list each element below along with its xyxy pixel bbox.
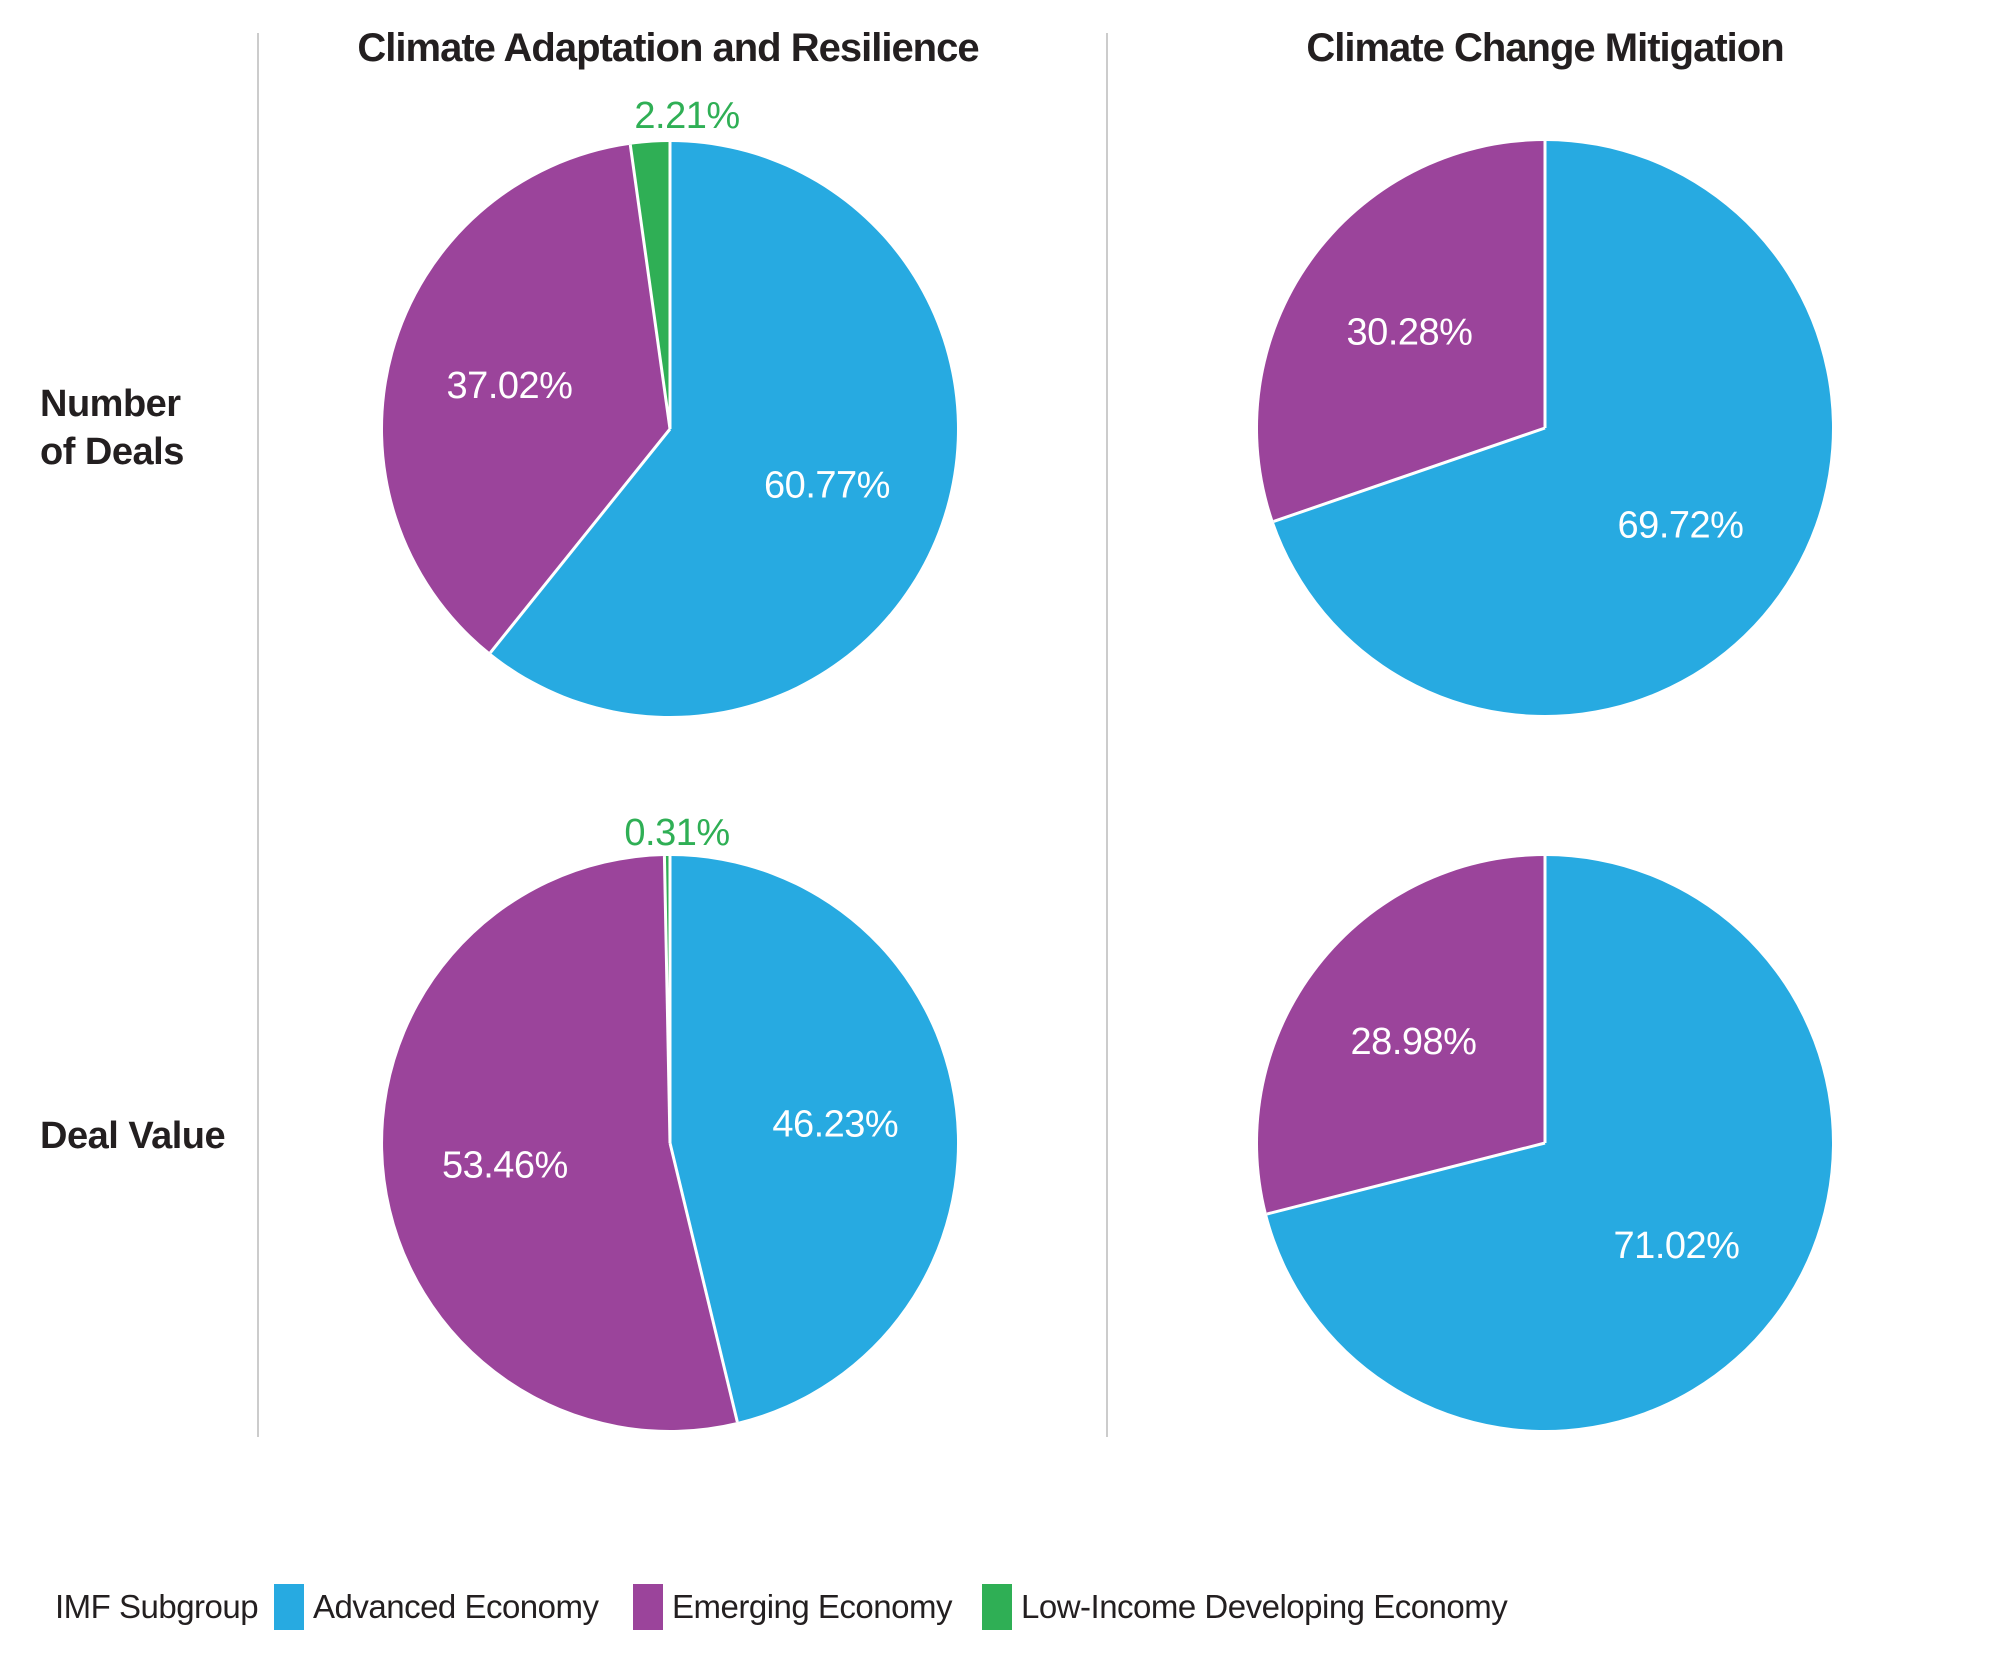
divider-left (257, 33, 259, 1437)
pie-slice-advanced-economy (670, 856, 958, 1422)
pie-slice-label: 37.02% (447, 365, 573, 407)
pie-slice-advanced-economy (1266, 856, 1833, 1430)
slice-boundary (489, 428, 672, 654)
pie-number-of-deals-adaptation: 60.77% 37.02% (382, 142, 957, 716)
slice-boundary (668, 1142, 739, 1423)
pie-slice-label: 46.23% (772, 1103, 898, 1145)
pie-slice-emerging-economy (382, 144, 670, 653)
legend-label: Low-Income Developing Economy (1021, 1588, 1508, 1625)
pie-deal-value-adaptation: 46.23% 53.46% (383, 855, 958, 1430)
column-title-mitigation: Climate Change Mitigation (1306, 26, 1784, 70)
legend-item-low-income-developing-economy: Low-Income Developing Economy (982, 1584, 1508, 1630)
slice-boundary (628, 144, 672, 430)
pie-outside-label-lidc-deal-value: 0.31% (624, 812, 730, 854)
legend-label: Advanced Economy (313, 1588, 599, 1625)
pie-slice-emerging-economy (383, 856, 738, 1430)
legend-item-advanced-economy: Advanced Economy (274, 1584, 599, 1630)
slice-boundary (1273, 426, 1546, 523)
slice-boundary (662, 856, 672, 1144)
divider-middle (1106, 33, 1108, 1437)
pie-slice-label: 53.46% (442, 1144, 568, 1186)
legend-title: IMF Subgroup (55, 1588, 259, 1625)
pie-slice-label: 30.28% (1347, 311, 1473, 353)
slice-boundary (1266, 1141, 1546, 1216)
pie-slice-advanced-economy (1273, 141, 1832, 715)
legend-swatch-low-income-developing-economy-icon (982, 1584, 1012, 1630)
pie-slice-label: 69.72% (1618, 505, 1744, 547)
row-label-number-of-deals: Number of Deals (40, 383, 184, 473)
pie-slice-advanced-economy (490, 142, 957, 716)
pie-slice-label: 71.02% (1614, 1225, 1740, 1267)
pie-slice-label: 60.77% (764, 464, 890, 506)
pie-slice-label: 28.98% (1351, 1021, 1477, 1063)
legend-swatch-emerging-economy-icon (633, 1584, 663, 1630)
pie-deal-value-mitigation: 71.02% 28.98% (1258, 856, 1833, 1430)
pie-number-of-deals-mitigation: 69.72% 30.28% (1257, 141, 1832, 715)
column-title-adaptation: Climate Adaptation and Resilience (357, 26, 979, 70)
pie-slice-emerging-economy (1257, 141, 1545, 522)
legend-item-emerging-economy: Emerging Economy (633, 1584, 952, 1630)
pie-outside-label-lidc-number-of-deals: 2.21% (634, 95, 740, 137)
legend-swatch-advanced-economy-icon (274, 1584, 304, 1630)
legend-label: Emerging Economy (672, 1588, 952, 1625)
pie-slice-emerging-economy (1258, 856, 1545, 1215)
row-label-deal-value: Deal Value (40, 1115, 226, 1157)
